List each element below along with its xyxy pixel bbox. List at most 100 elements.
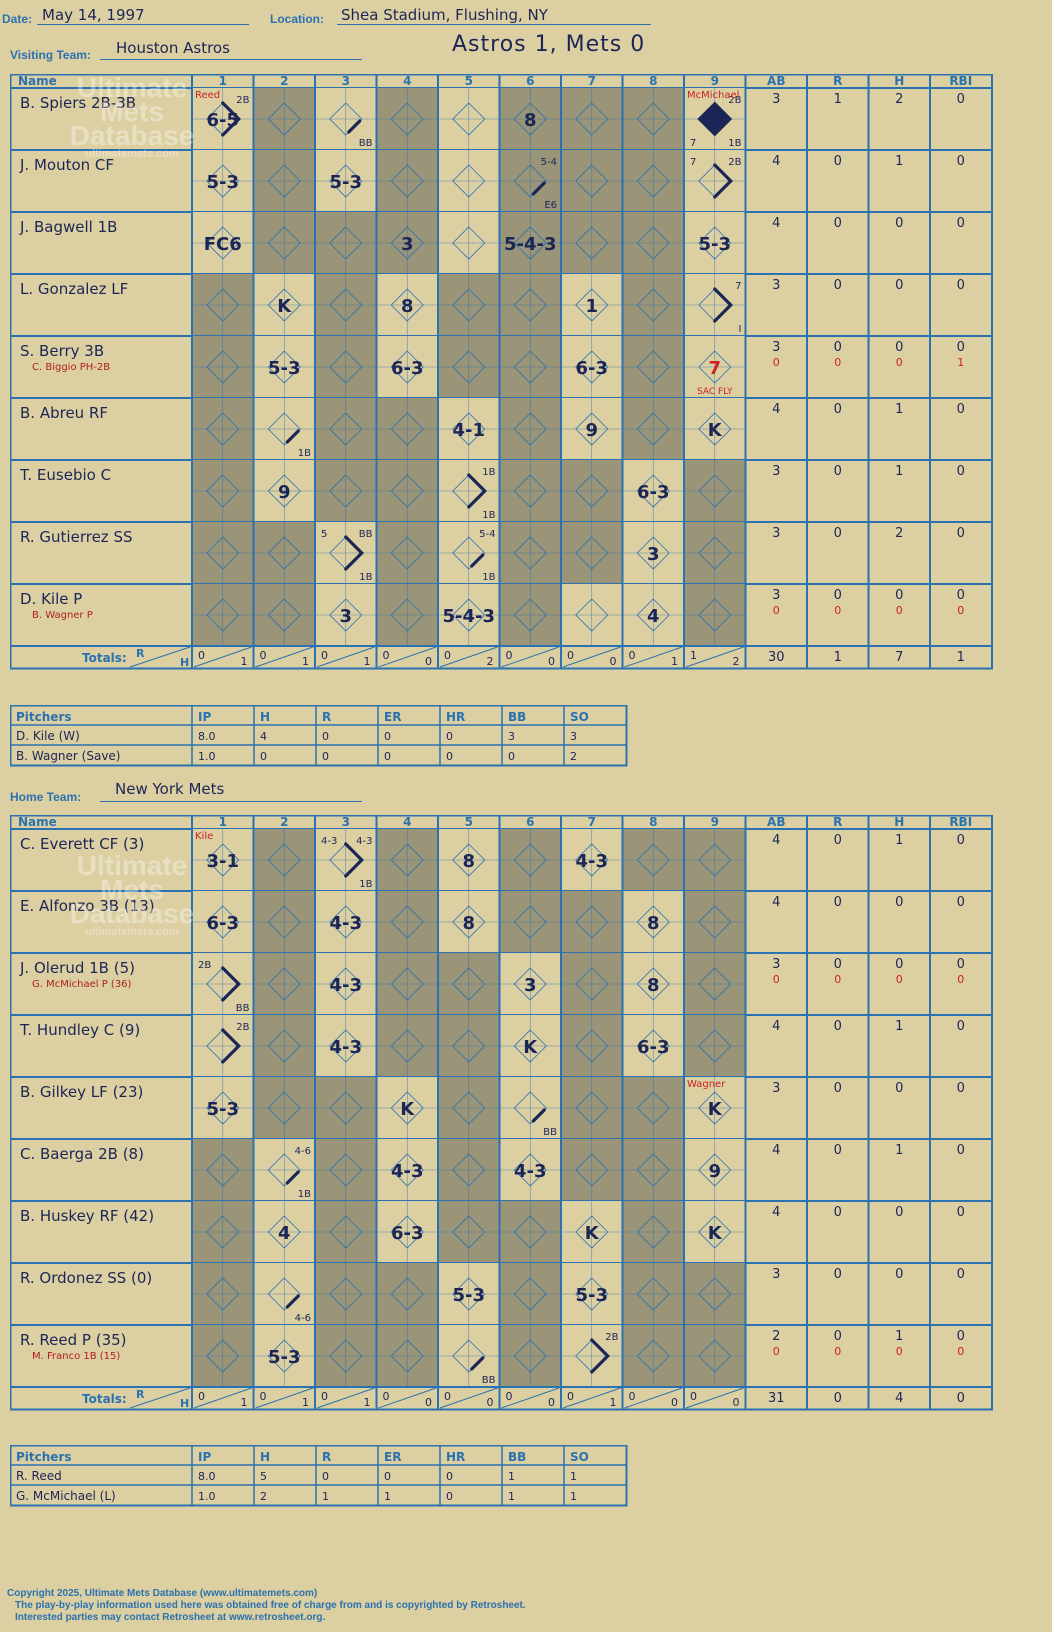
svg-text:5-4-3: 5-4-3 (442, 606, 495, 627)
batter-name: C. Baerga 2B (8) (20, 1145, 144, 1163)
totals-h-legend: H (180, 656, 189, 669)
base-diamond (390, 843, 424, 877)
column-header-inning-4: 4 (403, 815, 411, 829)
pitcher-col-header: BB (508, 710, 526, 724)
base-diamond (698, 1091, 732, 1125)
sub-stat-rbi: 1 (957, 356, 964, 369)
stat-ab: 3 (772, 588, 780, 603)
stat-r: 0 (834, 1329, 842, 1344)
inning-hits: 1 (364, 655, 371, 668)
base-diamond (452, 1339, 486, 1373)
base-diamond (267, 536, 301, 570)
column-header-rbi: RBI (949, 74, 972, 88)
svg-text:1B: 1B (482, 572, 495, 583)
pitcher-stat: 1 (322, 1490, 329, 1503)
base-diamond (329, 1215, 363, 1249)
play-mark: BB (347, 119, 373, 149)
svg-text:K: K (708, 420, 723, 441)
play-mark: 5-4 1B (470, 529, 496, 583)
base-diamond (636, 1339, 670, 1373)
svg-text:4-6: 4-6 (295, 1313, 311, 1324)
svg-text:6-3: 6-3 (391, 358, 424, 379)
base-diamond (513, 226, 547, 260)
base-diamond (513, 967, 547, 1001)
stat-ab: 3 (772, 278, 780, 293)
base-diamond (636, 1215, 670, 1249)
base-diamond (513, 1277, 547, 1311)
batter-name: B. Huskey RF (42) (20, 1207, 154, 1225)
svg-text:4-3: 4-3 (329, 1037, 362, 1058)
base-diamond (636, 967, 670, 1001)
base-diamond (698, 412, 732, 446)
stat-r: 0 (834, 278, 842, 293)
stat-ab: 4 (772, 216, 780, 231)
column-header-inning-2: 2 (280, 74, 288, 88)
total-rbi: 0 (957, 1391, 965, 1406)
inning-runs: 0 (567, 649, 574, 662)
svg-text:5-3: 5-3 (452, 1285, 485, 1306)
base-diamond (329, 905, 363, 939)
base-diamond (267, 967, 301, 1001)
play-mark: 8 (524, 110, 537, 131)
base-diamond (206, 536, 240, 570)
stat-r: 0 (834, 526, 842, 541)
batter-name: B. Gilkey LF (23) (20, 1083, 143, 1101)
play-mark: 8 (401, 296, 414, 317)
base-diamond (513, 474, 547, 508)
stat-rbi: 0 (957, 154, 965, 169)
home-scorecard: Name 1 2 3 4 5 6 7 8 9 AB R H RBI 3-1 Kile 4-3 4-3 1B 8 4-3 C… (10, 815, 993, 1411)
batter-name: C. Everett CF (3) (20, 835, 144, 853)
base-diamond (267, 1339, 301, 1373)
svg-text:4-3: 4-3 (391, 1161, 424, 1182)
base-diamond (575, 1277, 609, 1311)
total-rbi: 1 (957, 650, 965, 665)
base-diamond (513, 1153, 547, 1187)
column-header-r: R (833, 815, 842, 829)
svg-text:K: K (708, 1223, 723, 1244)
stat-rbi: 0 (957, 1143, 965, 1158)
stat-ab: 4 (772, 1205, 780, 1220)
totals-row-home: Totals: RH0 1 0 1 0 1 0 0 0 0 0 0 0 1 0 0 0 0 31 0 4 0 (82, 1387, 965, 1410)
svg-text:9: 9 (585, 420, 598, 441)
base-diamond (575, 1029, 609, 1063)
stat-r: 1 (834, 92, 842, 107)
batter-row-home-5: 5-3 K BB K Wagner B. Gilkey LF (23) 3 0 0 0 (20, 1077, 965, 1139)
batter-name: J. Mouton CF (19, 156, 114, 174)
base-diamond (698, 1277, 732, 1311)
inning-hits: 2 (733, 655, 740, 668)
pitcher-name: D. Kile (W) (16, 729, 80, 743)
svg-text:1B: 1B (359, 879, 372, 890)
stat-r: 0 (834, 402, 842, 417)
base-diamond (636, 843, 670, 877)
base-diamond (575, 164, 609, 198)
column-header-inning-5: 5 (465, 815, 473, 829)
svg-text:K: K (523, 1037, 538, 1058)
play-mark: 2B 7 1B McMichael (687, 90, 742, 149)
play-mark: BB (531, 1108, 557, 1138)
svg-text:4-3: 4-3 (575, 851, 608, 872)
base-diamond (636, 598, 670, 632)
sub-stat-r: 0 (834, 1345, 841, 1358)
pitcher-col-header: IP (198, 1450, 211, 1464)
sub-stat-rbi: 0 (957, 604, 964, 617)
base-diamond (575, 350, 609, 384)
batter-name: T. Eusebio C (19, 466, 111, 484)
svg-text:8: 8 (647, 975, 660, 996)
pitcher-stat: 1 (508, 1470, 515, 1483)
inning-hits: 0 (548, 655, 555, 668)
base-diamond (513, 102, 547, 136)
base-diamond (390, 967, 424, 1001)
pitcher-name: R. Reed (16, 1469, 62, 1483)
svg-text:I: I (739, 324, 742, 335)
svg-text:8: 8 (401, 296, 414, 317)
svg-text:4-3: 4-3 (356, 836, 372, 847)
svg-text:8: 8 (524, 110, 537, 131)
totals-r-legend: R (136, 1388, 145, 1401)
stat-rbi: 0 (957, 464, 965, 479)
home-team-underline (100, 801, 362, 802)
stat-rbi: 0 (957, 402, 965, 417)
play-mark: 5-3 (206, 1099, 239, 1120)
stat-ab: 4 (772, 1019, 780, 1034)
pitcher-stat: 1 (570, 1490, 577, 1503)
base-diamond (390, 412, 424, 446)
